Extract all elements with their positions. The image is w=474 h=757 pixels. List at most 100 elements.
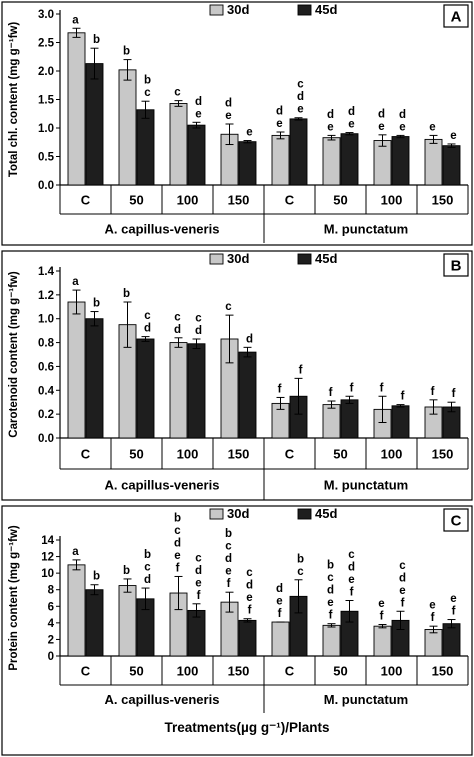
significance-letter: f [197, 590, 201, 602]
bar-45d [391, 136, 410, 186]
significance-letter: f [278, 383, 282, 395]
significance-letter: e [399, 121, 405, 133]
bar-30d [67, 32, 86, 186]
group-label: M. punctatum [324, 478, 409, 493]
significance-letter: d [327, 585, 334, 597]
significance-letter: b [327, 560, 334, 572]
x-tick-label: 150 [432, 664, 454, 679]
x-tick-label: 150 [228, 193, 250, 208]
x-axis-title: Treatments(µg g⁻¹)/Plants [165, 720, 330, 735]
significance-letter: b [93, 34, 100, 46]
y-axis-title: Protein content (mg g⁻¹fw) [8, 525, 20, 671]
significance-letter: d [399, 109, 406, 121]
panel-label-box [443, 253, 469, 277]
significance-letter: f [380, 382, 384, 394]
y-tick-label: 1.0 [38, 314, 54, 326]
significance-letter: c [297, 79, 304, 91]
bar-30d [169, 103, 188, 186]
significance-letter: d [399, 572, 406, 584]
panel-C: 0 2 4 6 8 10 12 14 Protein content (mg g⁻¹fw) C 50… [1, 505, 473, 756]
significance-letter: f [380, 611, 384, 623]
bar-45d [85, 318, 104, 439]
x-tick-label: 150 [432, 447, 454, 462]
significance-letter: e [327, 121, 333, 133]
y-tick-label: 4 [48, 618, 55, 630]
bar-30d [118, 585, 137, 657]
significance-letter: c [195, 552, 202, 564]
bar-45d [391, 405, 410, 439]
significance-letter: d [195, 96, 202, 108]
significance-letter: f [176, 562, 180, 574]
significance-letter: e [348, 119, 354, 131]
significance-letter: f [401, 391, 405, 403]
panel-B: 0.0 0.2 0.4 0.6 0.8 1.0 1.2 1.4 Carotenoid conte… [1, 250, 473, 501]
significance-letter: e [450, 130, 456, 142]
significance-letter: c [195, 312, 202, 324]
bar-30d [322, 137, 341, 186]
bar-45d [187, 343, 206, 439]
significance-letter: f [227, 578, 231, 590]
significance-letter: b [93, 571, 100, 583]
significance-letter: f [248, 605, 252, 617]
y-tick-label: 0 [48, 651, 54, 663]
significance-letter: d [225, 553, 232, 565]
significance-letter: d [174, 324, 181, 336]
x-tick-label: 100 [177, 447, 199, 462]
significance-letter: e [225, 566, 231, 578]
legend-swatch-30d [209, 4, 224, 16]
significance-letter: e [246, 592, 252, 604]
significance-letter: b [123, 565, 130, 577]
significance-letter: f [452, 606, 456, 618]
bar-30d [424, 629, 443, 657]
group-label: A. capillus-veneris [105, 692, 220, 707]
bar-30d [271, 621, 290, 657]
significance-letter: c [144, 562, 151, 574]
significance-letter: d [225, 98, 232, 110]
significance-letter: d [378, 108, 385, 120]
x-tick-label: 100 [177, 193, 199, 208]
y-tick-label: 8 [48, 585, 55, 597]
bar-45d [442, 145, 461, 186]
y-tick-label: 0.5 [38, 152, 55, 164]
legend-label-30d: 30d [227, 506, 249, 521]
significance-letter: e [225, 110, 231, 122]
group-label: M. punctatum [324, 222, 409, 237]
significance-letter: e [429, 121, 435, 133]
significance-letter: c [174, 311, 181, 323]
significance-letter: f [431, 612, 435, 624]
bar-45d [340, 133, 359, 186]
significance-letter: a [72, 546, 79, 558]
significance-letter: b [93, 298, 100, 310]
panel-label-box [443, 508, 469, 532]
panel-label: C [451, 513, 462, 530]
significance-letter: e [297, 104, 303, 116]
y-axis-title: Total chl. content (mg g⁻¹fw) [8, 22, 20, 178]
x-tick-label: C [81, 193, 91, 208]
bar-45d [136, 338, 155, 439]
bar-30d [373, 625, 392, 657]
x-tick-label: 50 [333, 193, 347, 208]
y-tick-label: 1.0 [38, 123, 54, 135]
significance-letter: e [399, 585, 405, 597]
significance-letter: e [246, 127, 252, 139]
panel-label: B [451, 258, 462, 275]
significance-letter: d [348, 561, 355, 573]
legend-label-45d: 45d [315, 506, 337, 521]
y-tick-label: 1.4 [38, 266, 55, 278]
significance-letter: f [278, 608, 282, 620]
legend-swatch-45d [297, 4, 312, 16]
legend-swatch-45d [297, 508, 312, 520]
x-tick-label: 150 [432, 193, 454, 208]
y-tick-label: 3.0 [38, 9, 54, 21]
significance-letter: c [144, 310, 151, 322]
y-tick-label: 12 [41, 552, 54, 564]
bar-45d [289, 118, 308, 186]
significance-letter: f [401, 597, 405, 609]
x-tick-label: 150 [228, 447, 250, 462]
significance-letter: d [297, 91, 304, 103]
significance-letter: e [195, 108, 201, 120]
y-tick-label: 0.2 [38, 409, 54, 421]
bar-45d [238, 619, 257, 657]
significance-letter: b [144, 75, 151, 87]
significance-letter: e [429, 600, 435, 612]
